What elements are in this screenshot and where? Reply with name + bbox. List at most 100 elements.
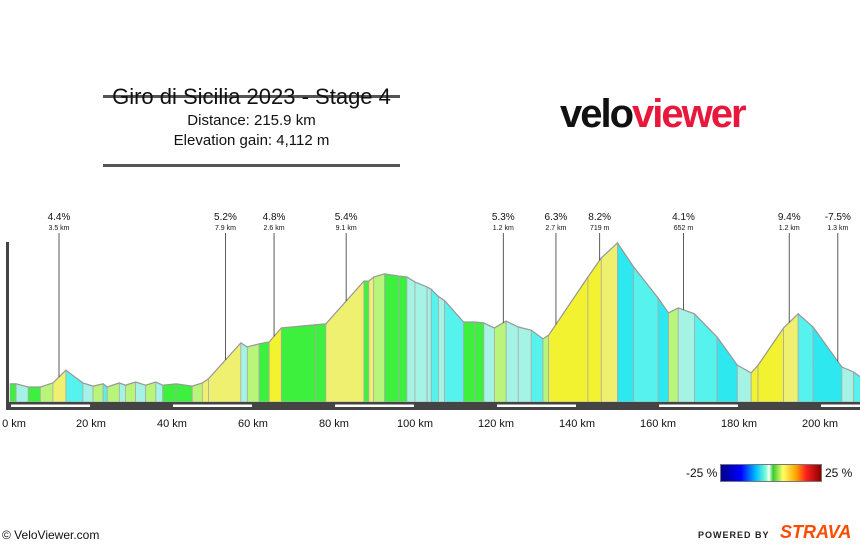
profile-segment: [280, 324, 317, 403]
profile-segment: [633, 265, 659, 403]
elevation-gain-text: Elevation gain: 4,112 m: [173, 132, 330, 149]
profile-segment: [9, 383, 17, 403]
profile-segment: [426, 286, 432, 403]
profile-segment: [368, 276, 375, 403]
climb-length-label: 7.9 km: [215, 225, 236, 232]
climb-grade-label: 4.4%: [48, 212, 71, 223]
elevation-profile-chart: 0 km 20 km 40 km 60 km 80 km 100 km 120 km 140 …: [2, 212, 860, 430]
logo-part1: velo: [560, 92, 634, 136]
profile-segment: [65, 369, 84, 403]
profile-segment: [542, 334, 550, 403]
profile-segment: [694, 312, 718, 403]
climb-length-label: 1.2 km: [779, 225, 800, 232]
climb-grade-label: 5.2%: [214, 212, 237, 223]
x-tick-label: 100 km: [397, 418, 433, 430]
axis-stripe: [659, 404, 738, 407]
axis-stripe: [821, 404, 860, 407]
climb-grade-label: 8.2%: [588, 212, 611, 223]
axis-stripe: [497, 404, 576, 407]
climb-length-label: 3.5 km: [48, 225, 69, 232]
x-tick-label: 0 km: [2, 418, 26, 430]
profile-segment: [493, 320, 507, 403]
profile-segment: [483, 322, 495, 403]
profile-segment: [600, 241, 618, 403]
climb-grade-label: 9.4%: [778, 212, 801, 223]
profile-segment: [118, 382, 126, 403]
profile-segment: [398, 275, 408, 403]
distance-text: Distance: 215.9 km: [187, 112, 316, 129]
profile-segment: [92, 383, 104, 403]
profile-segment: [27, 386, 41, 403]
profile-segment: [783, 312, 799, 403]
profile-segment: [363, 280, 370, 403]
climb-length-label: 2.6 km: [264, 225, 285, 232]
profile-segment: [505, 320, 519, 403]
x-tick-label: 80 km: [319, 418, 349, 430]
profile-segment: [430, 288, 439, 403]
x-tick-label: 140 km: [559, 418, 595, 430]
profile-segment: [757, 326, 784, 403]
y-axis-bar: [6, 242, 9, 404]
climb-grade-label: -7.5%: [825, 212, 851, 223]
legend-min-label: -25 %: [686, 466, 718, 480]
profile-segment: [668, 307, 679, 403]
profile-segment: [548, 275, 589, 403]
climb-length-label: 1.3 km: [827, 225, 848, 232]
gradient-color-scale: [720, 464, 822, 482]
profile-segment: [657, 296, 669, 403]
profile-segment: [841, 366, 855, 403]
climb-grade-label: 5.4%: [335, 212, 358, 223]
x-axis-bar: [6, 402, 860, 410]
profile-segment: [474, 321, 485, 403]
profile-segment: [797, 312, 814, 403]
profile-segment: [246, 343, 260, 403]
x-tick-label: 60 km: [238, 418, 268, 430]
axis-stripe: [335, 404, 414, 407]
climb-length-label: 9.1 km: [336, 225, 357, 232]
x-tick-label: 180 km: [721, 418, 757, 430]
profile-segment: [208, 341, 242, 403]
profile-segment: [736, 364, 752, 403]
profile-segment: [617, 241, 635, 403]
axis-stripe: [11, 404, 90, 407]
profile-segment: [414, 281, 428, 403]
profile-segment: [517, 326, 532, 403]
profile-segment: [677, 307, 695, 403]
profile-segment: [438, 295, 445, 403]
x-tick-label: 20 km: [76, 418, 106, 430]
profile-segment: [258, 341, 270, 403]
climb-length-label: 652 m: [674, 225, 694, 232]
powered-by-label: POWERED BY: [698, 530, 770, 540]
page-title: Giro di Sicilia 2023 - Stage 4: [112, 84, 391, 109]
climb-grade-label: 5.3%: [492, 212, 515, 223]
climb-length-label: 719 m: [590, 225, 610, 232]
strava-logo: STRAVA: [780, 522, 852, 542]
x-tick-label: 200 km: [802, 418, 838, 430]
veloviewer-link[interactable]: © VeloViewer.com: [2, 528, 100, 542]
title-rule-top: [103, 95, 400, 98]
title-rule-bottom: [103, 164, 400, 167]
profile-segment: [750, 364, 759, 403]
logo-part2: viewer: [632, 92, 747, 136]
profile-segment: [463, 321, 475, 403]
profile-segment: [716, 335, 738, 403]
profile-segment: [162, 383, 177, 403]
profile-segment: [444, 299, 465, 403]
x-tick-label: 120 km: [478, 418, 514, 430]
profile-segment: [175, 383, 193, 403]
profile-segment: [406, 276, 416, 403]
profile-segment: [315, 323, 327, 403]
profile-outline: [10, 241, 860, 388]
axis-stripe: [173, 404, 252, 407]
veloviewer-logo: veloviewer: [560, 92, 747, 137]
climb-grade-label: 6.3%: [545, 212, 568, 223]
legend-max-label: 25 %: [825, 466, 853, 480]
climb-grade-label: 4.1%: [672, 212, 695, 223]
climb-length-label: 1.2 km: [493, 225, 514, 232]
x-tick-label: 40 km: [157, 418, 187, 430]
profile-segment: [240, 342, 248, 403]
profile-segment: [325, 280, 365, 403]
profile-segment: [52, 369, 67, 403]
profile-segment: [384, 273, 400, 403]
climb-grade-label: 4.8%: [263, 212, 286, 223]
